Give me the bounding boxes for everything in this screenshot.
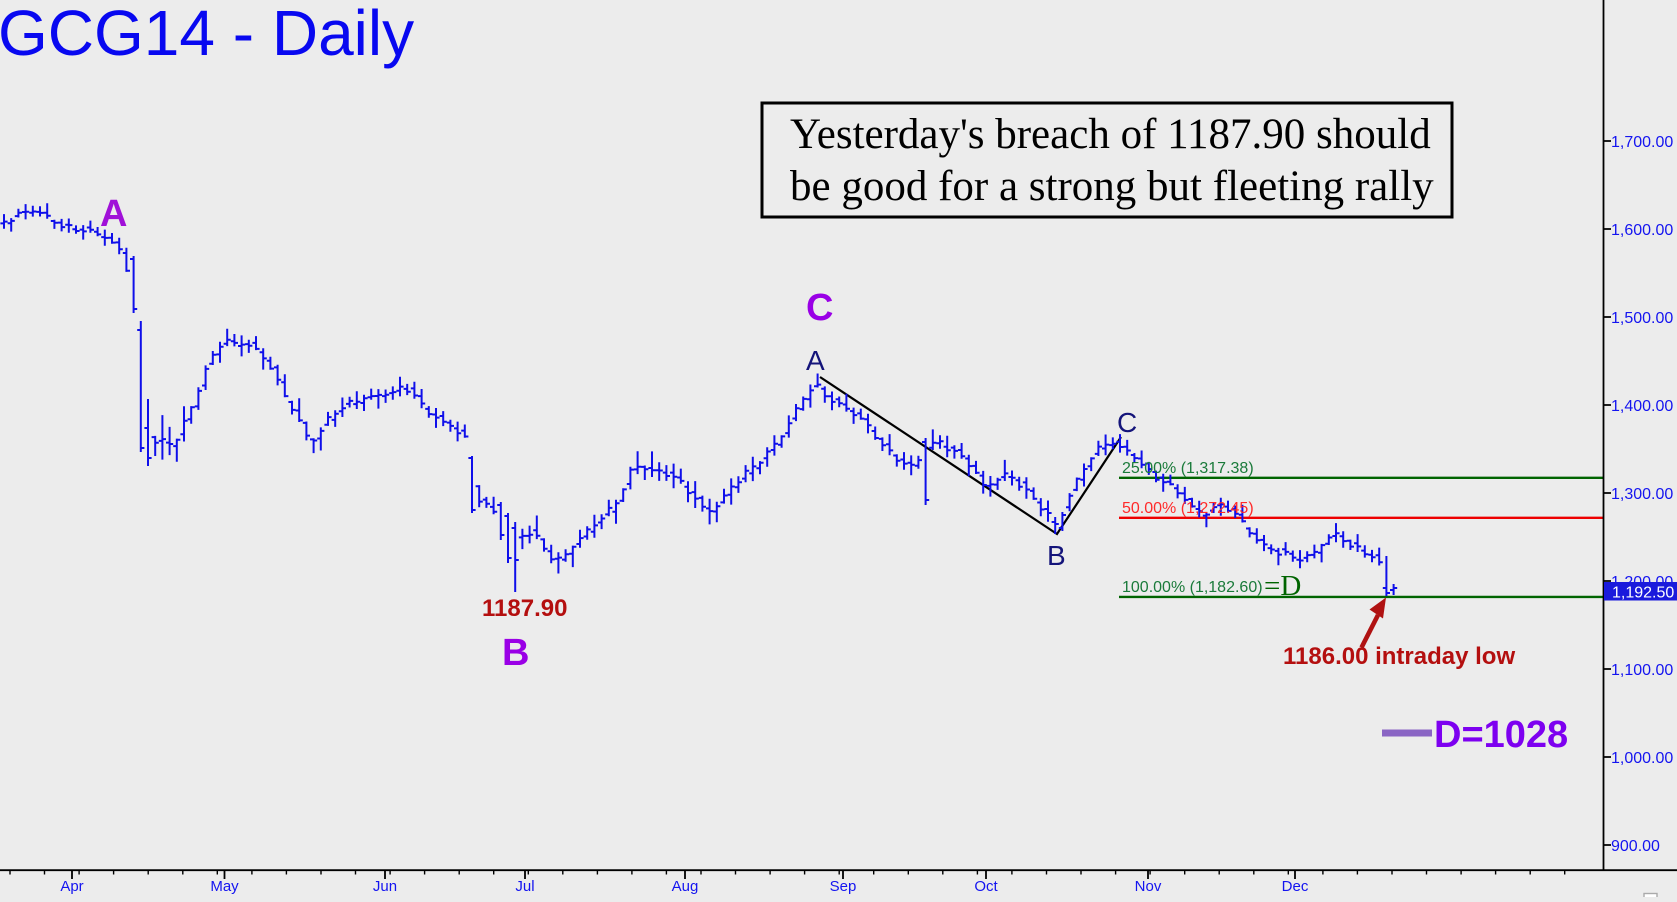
svg-text:1,600.00: 1,600.00: [1611, 222, 1673, 239]
svg-text:Dec: Dec: [1282, 878, 1309, 895]
svg-text:be good for a strong but fleet: be good for a strong but fleeting rally: [790, 163, 1434, 210]
svg-text:D=1028: D=1028: [1434, 714, 1568, 756]
svg-text:1,192.50: 1,192.50: [1612, 585, 1674, 602]
svg-text:C: C: [806, 287, 833, 329]
svg-text:=D: =D: [1264, 570, 1301, 602]
svg-text:1,700.00: 1,700.00: [1611, 134, 1673, 151]
svg-text:Sep: Sep: [830, 878, 857, 895]
svg-text:B: B: [1047, 540, 1066, 571]
svg-text:Jun: Jun: [373, 878, 397, 895]
svg-text:C: C: [1117, 407, 1137, 438]
svg-text:A: A: [100, 193, 127, 235]
svg-text:1,400.00: 1,400.00: [1611, 398, 1673, 415]
svg-text:25.00% (1,317.38): 25.00% (1,317.38): [1122, 460, 1254, 477]
svg-text:B: B: [502, 632, 529, 674]
svg-text:Nov: Nov: [1135, 878, 1162, 895]
svg-text:1187.90: 1187.90: [482, 595, 567, 622]
svg-text:1,000.00: 1,000.00: [1611, 750, 1673, 767]
svg-text:100.00% (1,182.60): 100.00% (1,182.60): [1122, 579, 1263, 596]
svg-text:May: May: [210, 878, 239, 895]
svg-text:Apr: Apr: [60, 878, 83, 895]
svg-text:900.00: 900.00: [1611, 838, 1660, 855]
svg-text:Oct: Oct: [974, 878, 998, 895]
svg-text:1,300.00: 1,300.00: [1611, 486, 1673, 503]
svg-text:1,500.00: 1,500.00: [1611, 310, 1673, 327]
svg-text:A: A: [806, 345, 825, 376]
svg-text:50.00% (1,272.45): 50.00% (1,272.45): [1122, 500, 1254, 517]
svg-text:Aug: Aug: [672, 878, 699, 895]
svg-text:1,100.00: 1,100.00: [1611, 662, 1673, 679]
svg-text:Yesterday's breach of 1187.90: Yesterday's breach of 1187.90 should: [790, 111, 1431, 158]
svg-text:1186.00 intraday low: 1186.00 intraday low: [1283, 643, 1515, 670]
svg-text:GCG14 - Daily: GCG14 - Daily: [0, 0, 414, 69]
svg-text:Jul: Jul: [515, 878, 534, 895]
